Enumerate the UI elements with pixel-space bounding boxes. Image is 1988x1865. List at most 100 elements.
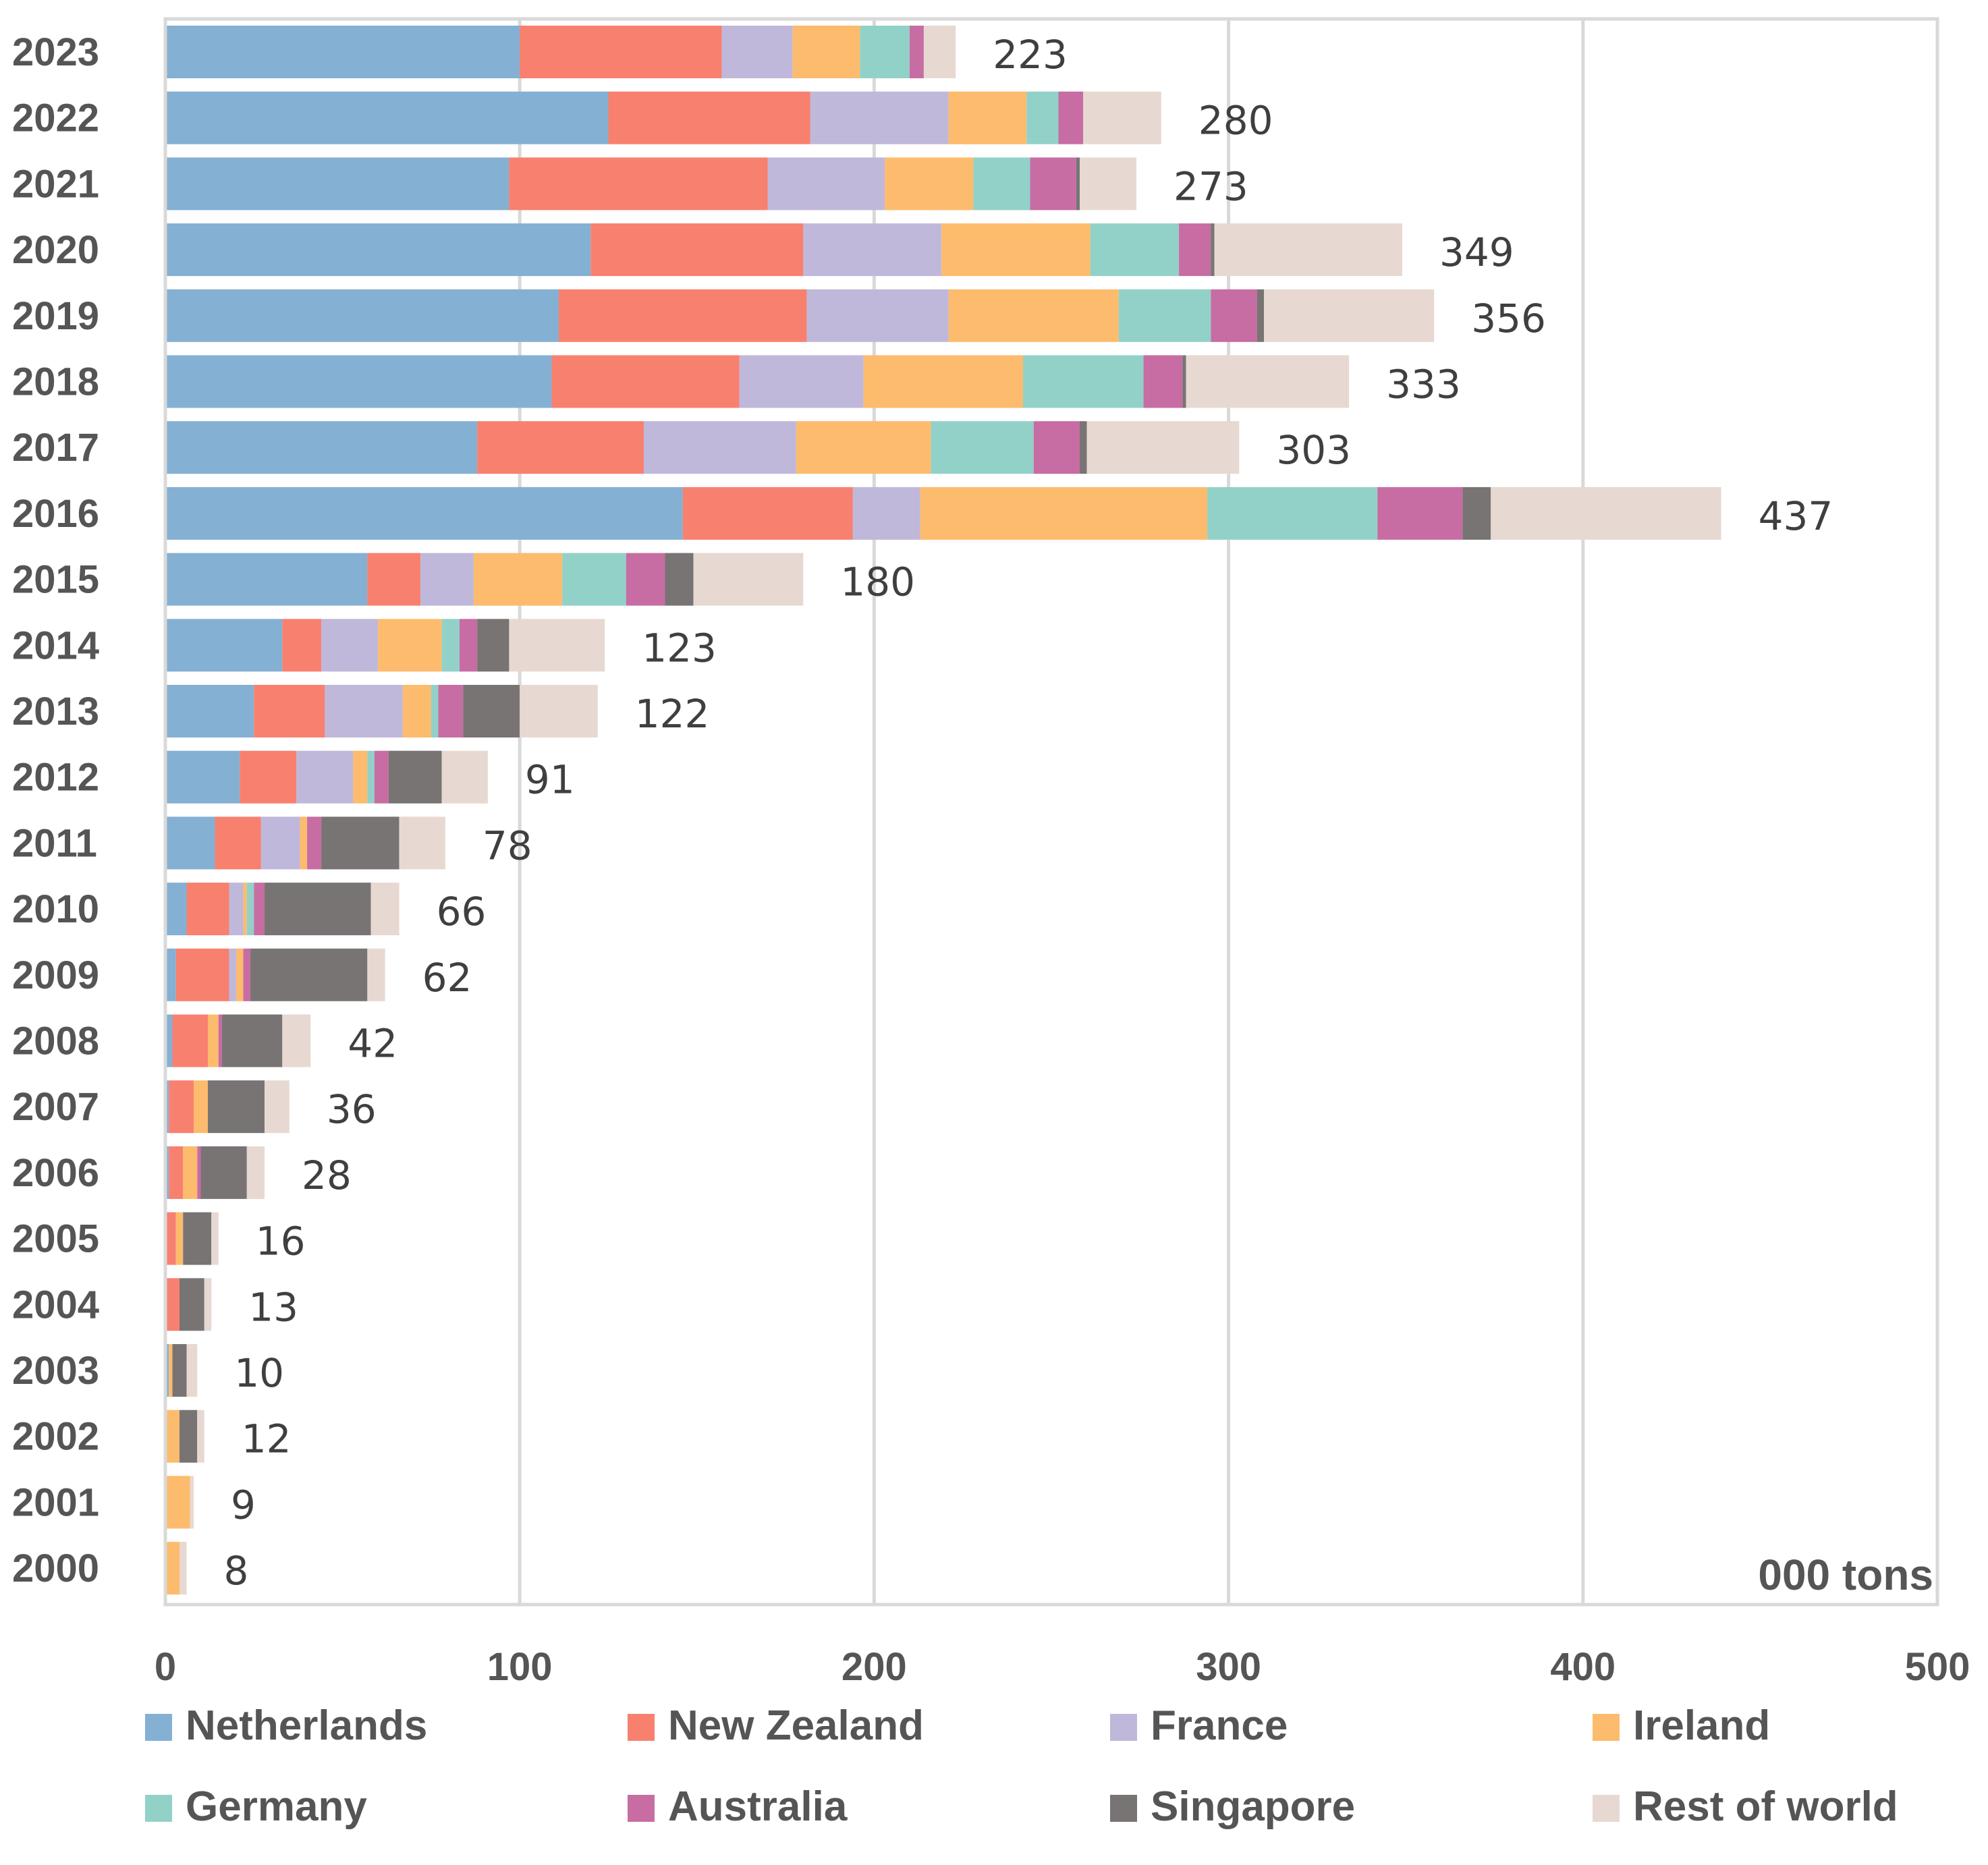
- bar-segment: [254, 883, 265, 936]
- bar-segment: [626, 553, 665, 606]
- bar-segment: [165, 1410, 180, 1463]
- bar-segment: [1026, 91, 1059, 144]
- y-category-label: 2016: [12, 492, 99, 536]
- bar-segment: [265, 1080, 289, 1134]
- bar-segment: [172, 1344, 187, 1397]
- bar-segment: [215, 816, 261, 870]
- total-label: 122: [635, 691, 710, 737]
- plot-frame: [163, 17, 1939, 1607]
- total-label: 10: [234, 1350, 284, 1396]
- bar-segment: [558, 289, 807, 342]
- bar-segment: [920, 486, 1208, 540]
- bar-segment: [1462, 486, 1491, 540]
- bar-segment: [367, 948, 385, 1001]
- bar-segment: [1182, 355, 1186, 408]
- bar-segment: [378, 619, 442, 672]
- legend-swatch: [1110, 1714, 1137, 1741]
- y-category-label: 2001: [12, 1480, 99, 1524]
- bar-segment: [165, 1080, 169, 1134]
- bar-segment: [1086, 421, 1240, 474]
- bar-segment: [194, 1080, 209, 1134]
- bar-segment: [165, 685, 254, 737]
- y-category-label: 2014: [12, 623, 99, 667]
- y-category-label: 2015: [12, 558, 99, 602]
- legend-label: Ireland: [1633, 1702, 1770, 1749]
- bar-segment: [165, 421, 478, 474]
- legend-swatch: [1110, 1795, 1137, 1822]
- bar-segment: [169, 1146, 184, 1199]
- total-label: 66: [437, 889, 487, 935]
- bar-segment: [165, 1278, 180, 1331]
- bar-segment: [186, 1344, 198, 1397]
- total-label: 13: [248, 1284, 298, 1330]
- y-category-label: 2004: [12, 1283, 99, 1327]
- bar-segment: [246, 1146, 265, 1199]
- x-tick-label: 300: [1196, 1645, 1261, 1689]
- total-label: 356: [1471, 296, 1546, 341]
- bar-segment: [165, 289, 559, 342]
- y-category-label: 2012: [12, 756, 99, 800]
- bar-segment: [1377, 486, 1463, 540]
- bar-segment: [374, 750, 389, 804]
- bar-segment: [197, 1410, 204, 1463]
- bar-segment: [767, 157, 885, 211]
- bar-segment: [477, 421, 644, 474]
- bar-segment: [325, 685, 403, 737]
- legend-label: France: [1151, 1702, 1288, 1749]
- bar-segment: [208, 1080, 265, 1134]
- bar-segment: [739, 355, 864, 408]
- bar-segment: [796, 421, 931, 474]
- bar-segment: [1179, 223, 1211, 277]
- bar-segment: [169, 1080, 194, 1134]
- bar-segment: [208, 1014, 219, 1067]
- bar-segment: [973, 157, 1030, 211]
- bar-segment: [282, 1014, 311, 1067]
- bar-segment: [1211, 289, 1257, 342]
- bar-segment: [180, 1542, 187, 1595]
- bar-segment: [183, 1212, 212, 1265]
- y-category-label: 2007: [12, 1085, 99, 1129]
- y-category-label: 2020: [12, 228, 99, 272]
- bar-segment: [165, 1542, 180, 1595]
- bar-segment: [250, 948, 368, 1001]
- legend-label: Australia: [668, 1783, 848, 1830]
- bar-segment: [665, 553, 694, 606]
- total-label: 16: [256, 1219, 306, 1264]
- bar-segment: [399, 816, 445, 870]
- bar-segment: [243, 948, 251, 1001]
- bar-segment: [948, 289, 1119, 342]
- legend-swatch: [145, 1714, 172, 1741]
- bar-segment: [551, 355, 740, 408]
- bar-segment: [296, 750, 354, 804]
- bar-segment: [644, 421, 796, 474]
- total-label: 303: [1276, 427, 1351, 473]
- bar-segment: [1090, 223, 1180, 277]
- bar-segment: [441, 619, 460, 672]
- bar-segment: [169, 1344, 173, 1397]
- total-label: 223: [993, 32, 1068, 78]
- y-category-label: 2022: [12, 96, 99, 140]
- bar-segment: [520, 685, 598, 737]
- bar-segment: [438, 685, 464, 737]
- y-category-label: 2011: [12, 821, 97, 865]
- y-category-label: 2003: [12, 1349, 99, 1393]
- bar-segment: [1491, 486, 1721, 540]
- legend: Netherlands New Zealand France Ireland Germa…: [145, 1702, 1898, 1830]
- bar-segment: [1214, 223, 1402, 277]
- bar-segment: [180, 1278, 204, 1331]
- y-category-label: 2002: [12, 1415, 99, 1459]
- bar-segment: [367, 553, 421, 606]
- bar-segment: [1211, 223, 1215, 277]
- bar-segment: [282, 619, 322, 672]
- x-tick-label: 400: [1550, 1645, 1616, 1689]
- x-tick-label: 200: [841, 1645, 907, 1689]
- bar-segment: [165, 486, 683, 540]
- legend-label: New Zealand: [668, 1702, 924, 1749]
- bar-segment: [1207, 486, 1378, 540]
- total-label: 36: [327, 1086, 377, 1132]
- bar-segment: [803, 223, 942, 277]
- y-category-label: 2021: [12, 162, 99, 206]
- grid-layer: [518, 19, 1585, 1605]
- bar-segment: [520, 26, 722, 78]
- bar-segment: [172, 1014, 209, 1067]
